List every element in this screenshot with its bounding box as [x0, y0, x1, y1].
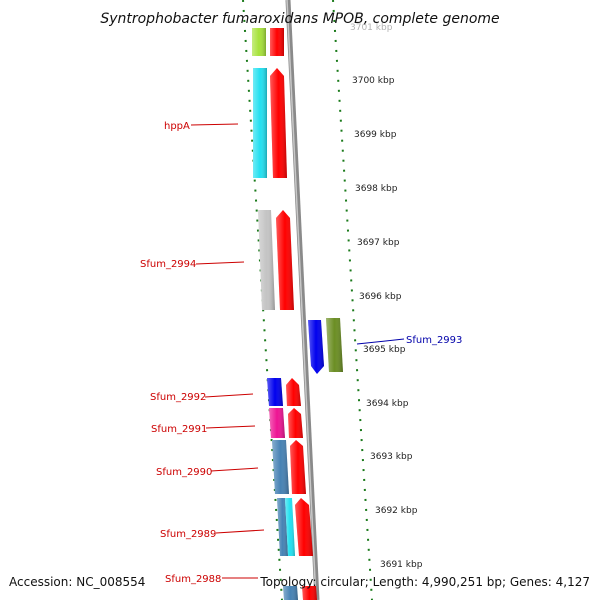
- accession-text: Accession: NC_008554: [9, 575, 145, 589]
- ruler-label: 3693 kbp: [370, 452, 413, 462]
- ruler-label: 3700 kbp: [352, 76, 395, 86]
- feature-track-ruler: [332, 0, 373, 600]
- gene-block-Sfum_2991[interactable]: [269, 408, 303, 438]
- ruler-label: 3691 kbp: [380, 560, 423, 570]
- ruler-label: 3697 kbp: [357, 238, 400, 248]
- gene-blocks: [252, 28, 343, 600]
- label-leader-lines: [190, 123, 405, 579]
- gene-block-Sfum_2992[interactable]: [267, 378, 301, 406]
- map-title: Syntrophobacter fumaroxidans MPOB, compl…: [100, 11, 499, 27]
- ruler-label: 3694 kbp: [366, 399, 409, 409]
- gene-block-Sfum_2994[interactable]: [258, 210, 294, 310]
- gene-label-Sfum_2990[interactable]: Sfum_2990: [156, 467, 212, 478]
- gene-label-hppA[interactable]: hppA: [164, 121, 190, 132]
- gene-label-Sfum_2989[interactable]: Sfum_2989: [160, 529, 216, 540]
- kbp-ruler: 3701 kbp 3700 kbp 3699 kbp 3698 kbp 3697…: [350, 23, 423, 570]
- gene-label-Sfum_2988[interactable]: Sfum_2988: [165, 574, 221, 585]
- topology-text: Topology: circular; Length: 4,990,251 bp…: [259, 575, 590, 589]
- genome-backbone: [285, 0, 320, 600]
- genome-backbone-highlight: [286, 0, 317, 600]
- ruler-label: 3692 kbp: [375, 506, 418, 516]
- ruler-label: 3696 kbp: [359, 292, 402, 302]
- ruler-label: 3695 kbp: [363, 345, 406, 355]
- gene-label-Sfum_2994[interactable]: Sfum_2994: [140, 259, 196, 270]
- gene-label-Sfum_2992[interactable]: Sfum_2992: [150, 392, 206, 403]
- ruler-label: 3701 kbp: [350, 23, 393, 33]
- gene-block-Sfum_2993[interactable]: [308, 318, 343, 374]
- ruler-label: 3698 kbp: [355, 184, 398, 194]
- gene-label-Sfum_2993[interactable]: Sfum_2993: [406, 335, 462, 346]
- gene-block-0[interactable]: [252, 28, 284, 56]
- ruler-label: 3699 kbp: [354, 130, 397, 140]
- gene-block-hppA[interactable]: [253, 68, 287, 178]
- gene-block-Sfum_2988[interactable]: [283, 586, 317, 600]
- gene-labels: hppA Sfum_2994 Sfum_2993 Sfum_2992 Sfum_…: [140, 121, 462, 585]
- gene-block-Sfum_2989[interactable]: [277, 498, 313, 556]
- gene-block-Sfum_2990[interactable]: [272, 440, 306, 494]
- gene-label-Sfum_2991[interactable]: Sfum_2991: [151, 424, 207, 435]
